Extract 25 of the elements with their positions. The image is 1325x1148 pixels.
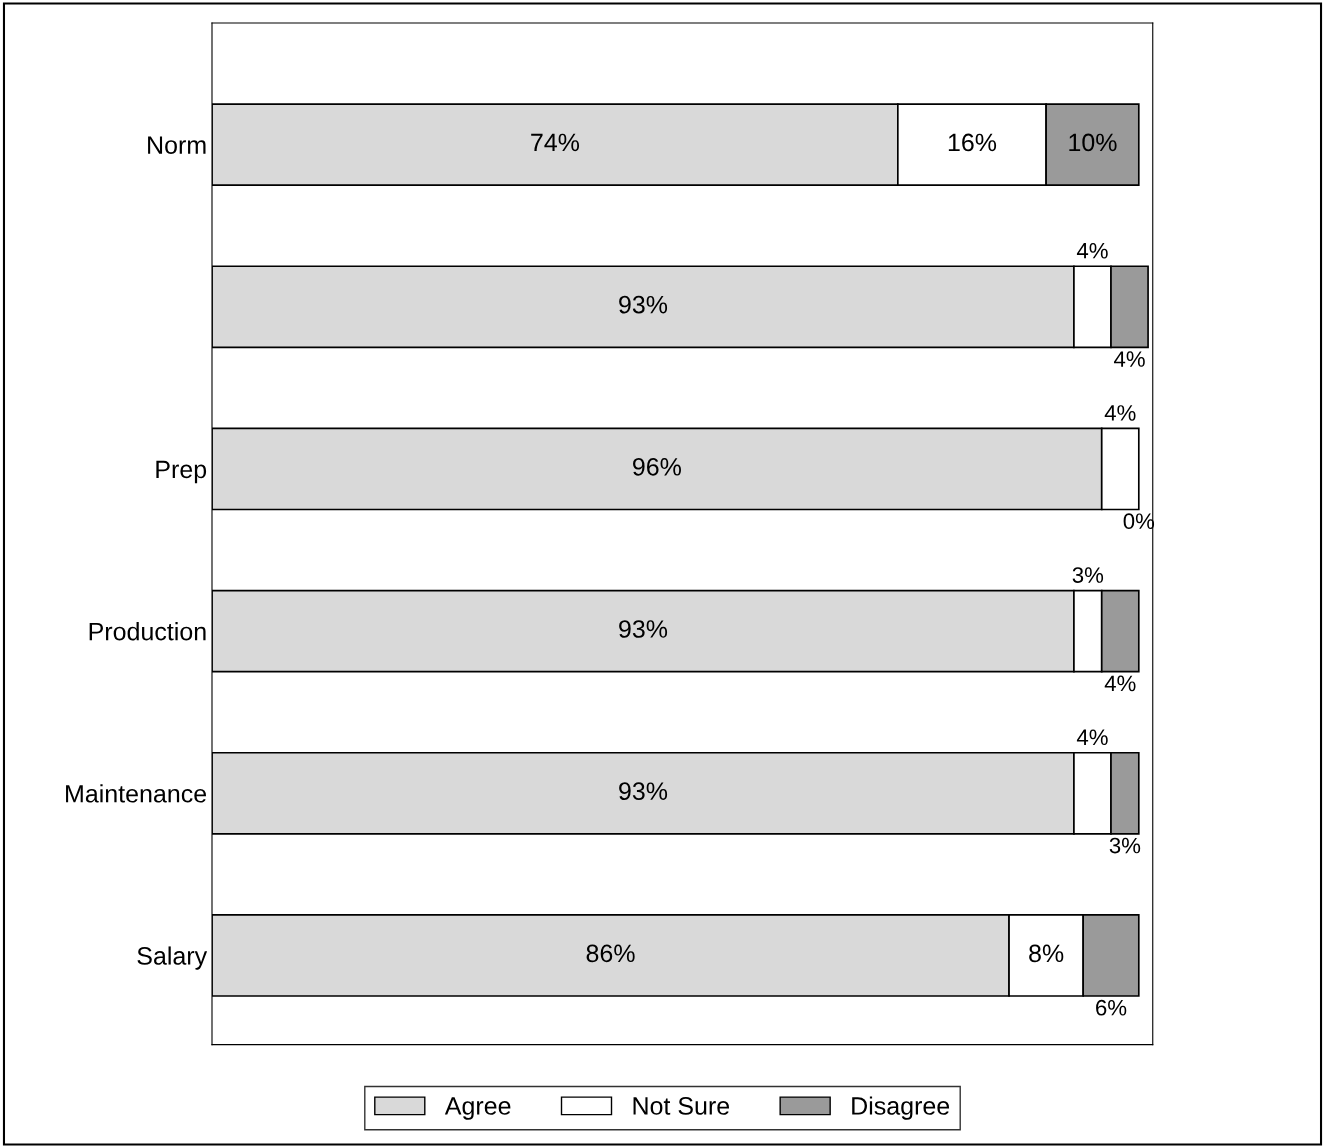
data-label: 6% bbox=[1096, 999, 1127, 1016]
data-label: 93% bbox=[619, 620, 668, 638]
data-label: 3% bbox=[1072, 567, 1104, 583]
y-tick-label: Norm bbox=[148, 136, 206, 154]
legend-label: Disagree bbox=[852, 1096, 950, 1120]
data-label: 96% bbox=[633, 457, 681, 476]
legend-label: Not Sure bbox=[633, 1097, 730, 1115]
y-tick-label: Prep bbox=[156, 460, 207, 484]
data-label: 8% bbox=[1029, 944, 1064, 963]
data-label: 16% bbox=[948, 133, 997, 152]
data-label: 4% bbox=[1104, 675, 1136, 692]
data-label: 86% bbox=[586, 944, 635, 963]
y-tick-label: Production bbox=[89, 622, 206, 641]
data-label: 4% bbox=[1076, 242, 1108, 259]
data-label: 4% bbox=[1113, 351, 1145, 367]
y-tick-label: Salary bbox=[137, 946, 208, 970]
data-label: 3% bbox=[1109, 837, 1141, 854]
y-tick-label: Maintenance bbox=[66, 784, 207, 803]
data-label: 4% bbox=[1076, 729, 1108, 746]
legend-label: Agree bbox=[444, 1097, 511, 1120]
data-label: 10% bbox=[1069, 133, 1117, 152]
data-label: 93% bbox=[619, 295, 668, 314]
data-label: 93% bbox=[619, 782, 668, 801]
data-label: 4% bbox=[1104, 405, 1136, 421]
data-label: 74% bbox=[531, 133, 580, 152]
